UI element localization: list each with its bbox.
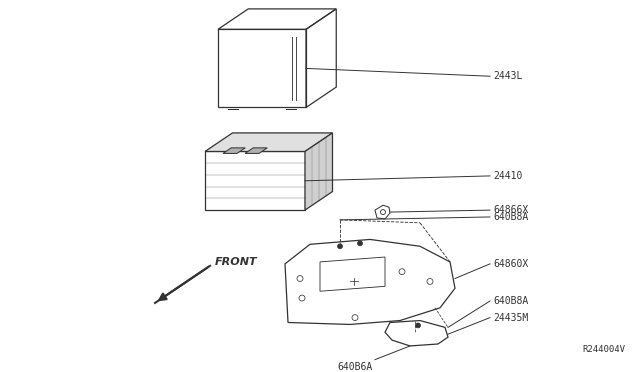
Text: 640B8A: 640B8A: [493, 296, 528, 306]
Text: 640B6A: 640B6A: [337, 362, 372, 372]
Circle shape: [337, 244, 342, 249]
Polygon shape: [305, 133, 333, 210]
Polygon shape: [205, 133, 333, 151]
Circle shape: [415, 323, 420, 328]
Text: R244004V: R244004V: [582, 345, 625, 354]
Text: 64866X: 64866X: [493, 205, 528, 215]
Polygon shape: [245, 148, 268, 153]
Text: 24435M: 24435M: [493, 312, 528, 323]
Text: 2443L: 2443L: [493, 71, 522, 81]
Text: 640B8A: 640B8A: [493, 212, 528, 222]
Polygon shape: [223, 148, 245, 153]
Text: 64860X: 64860X: [493, 259, 528, 269]
Circle shape: [358, 241, 362, 246]
Text: 24410: 24410: [493, 171, 522, 181]
Text: FRONT: FRONT: [215, 257, 258, 267]
